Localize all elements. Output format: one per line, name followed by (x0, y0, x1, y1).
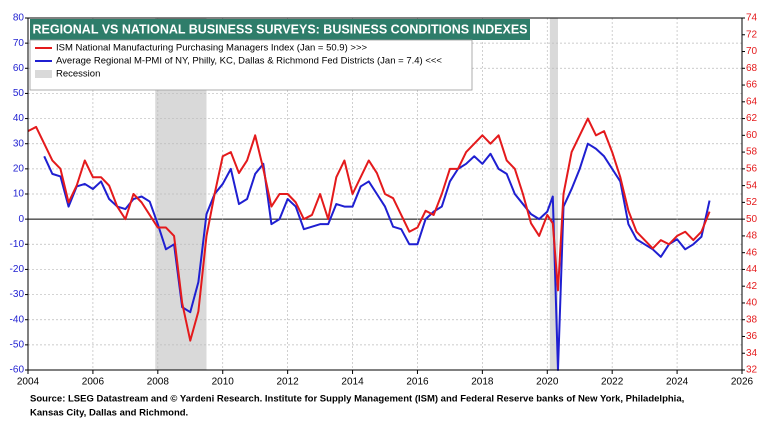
source-note: Kansas City, Dallas and Richmond. (30, 408, 188, 419)
y2-tick-label: 68 (746, 63, 758, 74)
y2-tick-label: 36 (746, 331, 758, 342)
y-tick-label: 40 (13, 113, 25, 124)
y2-tick-label: 64 (746, 96, 758, 107)
y-tick-label: -40 (10, 314, 25, 325)
y-tick-label: 10 (13, 189, 25, 200)
y-tick-label: 20 (13, 163, 25, 174)
y2-tick-label: 56 (746, 163, 758, 174)
y2-tick-label: 42 (746, 281, 758, 292)
y-tick-label: 0 (18, 214, 24, 225)
y-tick-label: -30 (10, 289, 25, 300)
legend-box (29, 39, 473, 91)
lines (27, 117, 711, 371)
y2-tick-label: 32 (746, 365, 758, 376)
x-tick-label: 2020 (536, 377, 559, 388)
y2-tick-label: 52 (746, 197, 758, 208)
y2-tick-label: 62 (746, 113, 758, 124)
legend-label: ISM National Manufacturing Purchasing Ma… (56, 43, 367, 54)
y2-tick-label: 44 (746, 264, 758, 275)
x-tick-label: 2010 (212, 377, 235, 388)
y-tick-label: 30 (13, 138, 25, 149)
y-tick-label: 60 (13, 63, 25, 74)
y-tick-label: 70 (13, 38, 25, 49)
y2-tick-label: 70 (746, 46, 758, 57)
y-tick-label: -20 (10, 264, 25, 275)
y-tick-label: -10 (10, 239, 25, 250)
x-tick-label: 2026 (731, 377, 754, 388)
y2-tick-label: 66 (746, 80, 758, 91)
y2-tick-label: 48 (746, 231, 758, 242)
y-tick-label: -60 (10, 365, 25, 376)
x-tick-label: 2018 (471, 377, 494, 388)
axes: -60 -50 -40 -30 -20 -10 0 10 20 30 40 50 60 70 80 32 34 3… (10, 13, 758, 388)
y-tick-label: 50 (13, 88, 25, 99)
x-tick-label: 2006 (82, 377, 105, 388)
x-tick-label: 2008 (147, 377, 170, 388)
y2-tick-label: 60 (746, 130, 758, 141)
y2-tick-label: 38 (746, 314, 758, 325)
title-box (30, 19, 530, 40)
legend-swatch (35, 70, 52, 78)
y-tick-label: -50 (10, 339, 25, 350)
y2-tick-label: 40 (746, 298, 758, 309)
y2-tick-label: 46 (746, 247, 758, 258)
x-tick-label: 2012 (277, 377, 300, 388)
chart-title: REGIONAL VS NATIONAL BUSINESS SURVEYS: B… (33, 22, 528, 36)
x-tick-label: 2004 (17, 377, 40, 388)
source-note: Source: LSEG Datastream and © Yardeni Re… (30, 394, 684, 405)
x-tick-label: 2022 (601, 377, 624, 388)
series-line (43, 142, 711, 371)
y2-tick-label: 54 (746, 180, 758, 191)
y2-tick-label: 72 (746, 29, 758, 40)
x-tick-label: 2016 (406, 377, 429, 388)
legend-label: Recession (56, 69, 100, 80)
legend: ISM National Manufacturing Purchasing Ma… (35, 43, 442, 80)
y-tick-label: 80 (13, 13, 25, 24)
y2-tick-label: 74 (746, 13, 758, 24)
y2-tick-label: 50 (746, 214, 758, 225)
y2-tick-label: 58 (746, 147, 758, 158)
x-tick-label: 2014 (341, 377, 364, 388)
series-line (27, 117, 711, 342)
x-tick-label: 2024 (666, 377, 689, 388)
y2-tick-label: 34 (746, 348, 758, 359)
legend-label: Average Regional M-PMI of NY, Philly, KC… (56, 56, 442, 67)
